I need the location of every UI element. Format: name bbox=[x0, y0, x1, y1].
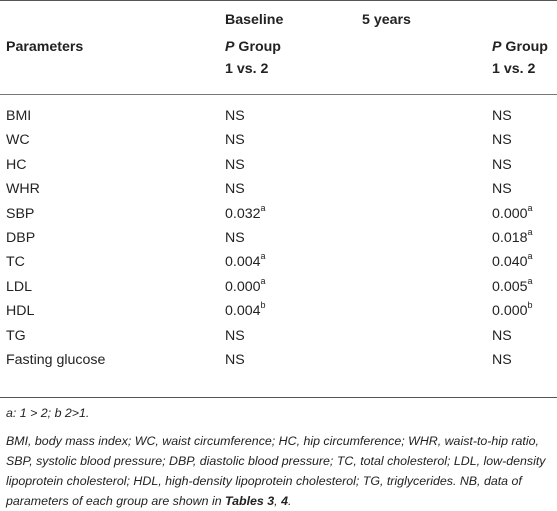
parameter-cell: TG bbox=[6, 327, 26, 346]
five-years-p-cell-text: NS bbox=[492, 328, 512, 344]
baseline-p-cell: NS bbox=[225, 351, 245, 370]
baseline-p-cell: NS bbox=[225, 229, 245, 248]
baseline-p-cell-text: 0.032 bbox=[225, 206, 261, 222]
parameter-cell-text: HDL bbox=[6, 303, 35, 319]
parameter-cell: HC bbox=[6, 156, 27, 175]
footnote-separator: , bbox=[274, 494, 282, 508]
baseline-p-cell-superscript: a bbox=[260, 203, 266, 214]
footnote-end: . bbox=[287, 494, 292, 508]
parameter-cell: TC bbox=[6, 253, 25, 272]
baseline-p-cell-text: NS bbox=[225, 181, 245, 197]
five-years-p-cell-text: NS bbox=[492, 352, 512, 368]
parameter-cell-text: HC bbox=[6, 157, 27, 173]
baseline-p-cell-text: 0.000 bbox=[225, 279, 261, 295]
five-years-p-cell: 0.040a bbox=[492, 251, 533, 272]
abbreviations-text: BMI, body mass index; WC, waist circumfe… bbox=[6, 434, 546, 508]
five-years-p-cell-text: NS bbox=[492, 132, 512, 148]
parameter-cell: WC bbox=[6, 131, 30, 150]
parameter-cell: HDL bbox=[6, 302, 34, 321]
five-years-p-cell-text: 0.000 bbox=[492, 303, 528, 319]
five-years-p-cell: NS bbox=[492, 131, 512, 150]
parameter-cell-text: Fasting glucose bbox=[6, 352, 106, 368]
five-years-p-cell: 0.018a bbox=[492, 227, 533, 248]
parameter-cell-text: SBP bbox=[6, 206, 35, 222]
baseline-p-cell: NS bbox=[225, 107, 245, 126]
five-years-p-cell: NS bbox=[492, 156, 512, 175]
five-years-p-cell: 0.005a bbox=[492, 276, 533, 297]
five-years-p-cell-superscript: a bbox=[527, 276, 533, 287]
table-bottom-rule bbox=[0, 397, 557, 398]
baseline-p-cell: 0.004a bbox=[225, 251, 266, 272]
five-years-p-cell-superscript: a bbox=[527, 227, 533, 238]
five-years-p-cell-text: NS bbox=[492, 108, 512, 124]
baseline-p-cell-text: NS bbox=[225, 157, 245, 173]
five-years-p-cell-text: NS bbox=[492, 181, 512, 197]
five-years-p-cell-text: 0.005 bbox=[492, 279, 528, 295]
baseline-header: Baseline bbox=[225, 12, 284, 28]
parameter-cell-text: WHR bbox=[6, 181, 40, 197]
baseline-p-cell: NS bbox=[225, 131, 245, 150]
five-years-comparison-label: 1 vs. 2 bbox=[492, 61, 536, 77]
baseline-p-cell: 0.032a bbox=[225, 203, 266, 224]
footnote-significance: a: 1 > 2; b 2>1. bbox=[6, 406, 90, 420]
baseline-p-cell-superscript: a bbox=[260, 276, 266, 287]
five-years-p-cell: NS bbox=[492, 107, 512, 126]
baseline-p-cell-superscript: a bbox=[260, 251, 266, 262]
five-years-p-cell-superscript: a bbox=[527, 203, 533, 214]
five-years-p-cell-text: 0.018 bbox=[492, 230, 528, 246]
baseline-p-cell-text: NS bbox=[225, 352, 245, 368]
baseline-p-cell: NS bbox=[225, 327, 245, 346]
five-years-p-cell: NS bbox=[492, 351, 512, 370]
baseline-p-cell: 0.000a bbox=[225, 276, 266, 297]
baseline-p-cell-text: 0.004 bbox=[225, 303, 261, 319]
five-years-p-cell: 0.000b bbox=[492, 300, 533, 321]
parameter-cell: Fasting glucose bbox=[6, 351, 105, 370]
header-divider bbox=[0, 94, 557, 95]
five-years-header: 5 years bbox=[362, 12, 411, 28]
parameter-cell-text: DBP bbox=[6, 230, 36, 246]
baseline-p-cell-superscript: b bbox=[260, 300, 266, 311]
parameter-cell: DBP bbox=[6, 229, 35, 248]
parameter-cell: LDL bbox=[6, 278, 32, 297]
baseline-comparison-label: 1 vs. 2 bbox=[225, 61, 269, 77]
baseline-p-cell-text: NS bbox=[225, 328, 245, 344]
five-years-p-cell: 0.000a bbox=[492, 203, 533, 224]
baseline-p-cell-text: NS bbox=[225, 108, 245, 124]
parameter-cell: SBP bbox=[6, 205, 34, 224]
baseline-p-cell-text: 0.004 bbox=[225, 254, 261, 270]
five-years-p-cell-text: 0.040 bbox=[492, 254, 528, 270]
baseline-p-group-header: P Group bbox=[225, 38, 281, 57]
parameters-header: Parameters bbox=[6, 39, 84, 55]
baseline-p-cell: NS bbox=[225, 156, 245, 175]
p-italic-label: P bbox=[492, 39, 502, 55]
five-years-p-group-header: P Group bbox=[492, 38, 548, 57]
five-years-p-cell-superscript: b bbox=[527, 300, 533, 311]
parameter-cell-text: WC bbox=[6, 132, 30, 148]
five-years-p-cell-superscript: a bbox=[527, 251, 533, 262]
tables-3-link[interactable]: Tables 3 bbox=[225, 494, 275, 508]
group-label: Group bbox=[234, 39, 281, 55]
baseline-p-cell-text: NS bbox=[225, 132, 245, 148]
table-4-link[interactable]: 4 bbox=[281, 494, 288, 508]
parameter-cell-text: BMI bbox=[6, 108, 32, 124]
five-years-p-cell: NS bbox=[492, 180, 512, 199]
footnote-abbreviations: BMI, body mass index; WC, waist circumfe… bbox=[6, 431, 554, 511]
table-top-rule bbox=[0, 0, 557, 1]
parameter-cell-text: TC bbox=[6, 254, 25, 270]
five-years-p-cell-text: 0.000 bbox=[492, 206, 528, 222]
five-years-p-cell: NS bbox=[492, 327, 512, 346]
parameter-cell-text: TG bbox=[6, 328, 26, 344]
parameter-cell: WHR bbox=[6, 180, 40, 199]
baseline-p-cell: NS bbox=[225, 180, 245, 199]
five-years-p-cell-text: NS bbox=[492, 157, 512, 173]
group-label: Group bbox=[501, 39, 548, 55]
parameter-cell: BMI bbox=[6, 107, 31, 126]
baseline-p-cell: 0.004b bbox=[225, 300, 266, 321]
parameter-cell-text: LDL bbox=[6, 279, 33, 295]
baseline-p-cell-text: NS bbox=[225, 230, 245, 246]
p-italic-label: P bbox=[225, 39, 235, 55]
